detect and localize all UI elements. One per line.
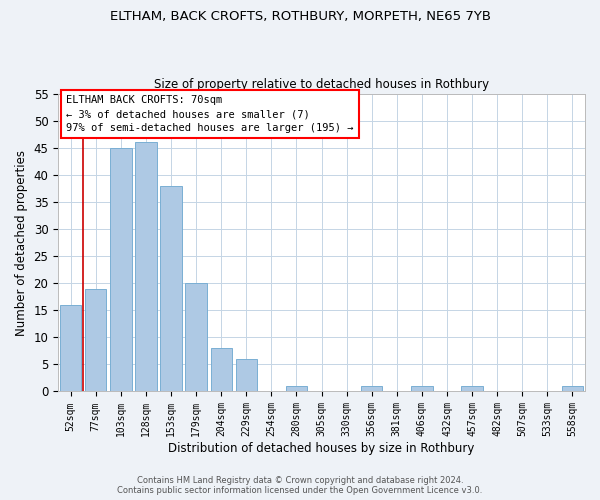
Bar	[160, 186, 182, 392]
Text: ELTHAM BACK CROFTS: 70sqm
← 3% of detached houses are smaller (7)
97% of semi-de: ELTHAM BACK CROFTS: 70sqm ← 3% of detach…	[66, 95, 353, 133]
Bar	[135, 142, 157, 392]
Y-axis label: Number of detached properties: Number of detached properties	[15, 150, 28, 336]
Text: Contains HM Land Registry data © Crown copyright and database right 2024.
Contai: Contains HM Land Registry data © Crown c…	[118, 476, 482, 495]
X-axis label: Distribution of detached houses by size in Rothbury: Distribution of detached houses by size …	[169, 442, 475, 455]
Bar	[461, 386, 483, 392]
Bar	[85, 288, 106, 392]
Bar	[110, 148, 131, 392]
Bar	[562, 386, 583, 392]
Bar	[361, 386, 382, 392]
Bar	[185, 283, 207, 392]
Bar	[60, 305, 82, 392]
Bar	[286, 386, 307, 392]
Bar	[211, 348, 232, 392]
Title: Size of property relative to detached houses in Rothbury: Size of property relative to detached ho…	[154, 78, 489, 91]
Bar	[236, 359, 257, 392]
Bar	[411, 386, 433, 392]
Text: ELTHAM, BACK CROFTS, ROTHBURY, MORPETH, NE65 7YB: ELTHAM, BACK CROFTS, ROTHBURY, MORPETH, …	[110, 10, 491, 23]
